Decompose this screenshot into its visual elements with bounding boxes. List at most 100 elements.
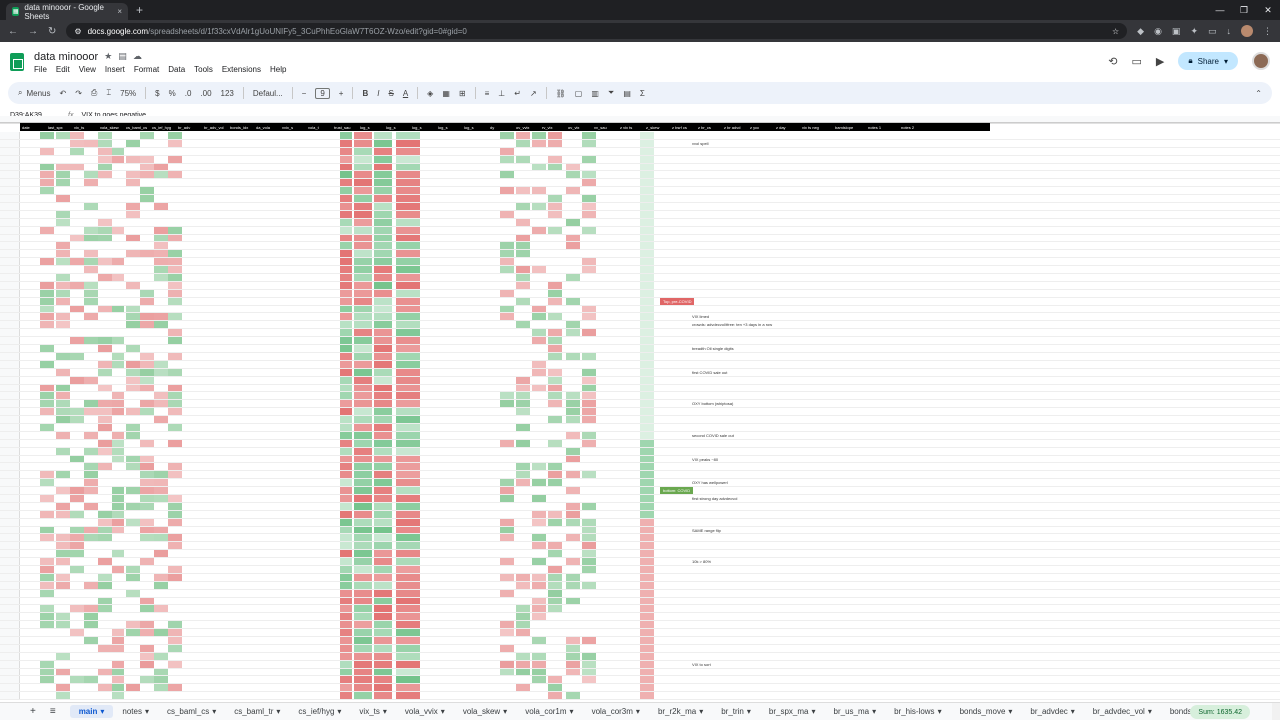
heatmap-cell[interactable] (168, 558, 182, 565)
heatmap-cell[interactable] (140, 613, 154, 620)
heatmap-cell[interactable] (98, 234, 112, 242)
row-header[interactable] (0, 684, 20, 692)
chevron-down-icon[interactable]: ▾ (635, 707, 640, 716)
heatmap-cell[interactable] (640, 266, 654, 274)
column-header-label[interactable]: br_adv (178, 124, 191, 130)
heatmap-cell[interactable] (548, 392, 562, 400)
heatmap-cell[interactable] (354, 644, 372, 652)
heatmap-cell[interactable] (340, 337, 352, 345)
heatmap-cell[interactable] (374, 234, 392, 242)
row-header[interactable] (0, 463, 20, 471)
row-header[interactable] (0, 171, 20, 179)
heatmap-cell[interactable] (70, 455, 84, 463)
heatmap-cell[interactable] (140, 542, 154, 549)
heatmap-cell[interactable] (340, 439, 352, 447)
heatmap-cell[interactable] (640, 360, 654, 368)
heatmap-cell[interactable] (340, 163, 352, 171)
heatmap-cell[interactable] (98, 282, 112, 289)
heatmap-cell[interactable] (168, 565, 182, 573)
table-row[interactable] (0, 218, 1280, 227)
heatmap-cell[interactable] (396, 329, 420, 337)
heatmap-cell[interactable] (354, 305, 372, 313)
heatmap-cell[interactable] (84, 684, 98, 691)
heatmap-cell[interactable] (640, 471, 654, 479)
heatmap-cell[interactable] (516, 503, 530, 510)
heatmap-cell[interactable] (374, 258, 392, 266)
heatmap-cell[interactable] (532, 448, 546, 455)
heatmap-cell[interactable] (112, 400, 124, 408)
heatmap-cell[interactable] (532, 156, 546, 163)
heatmap-cell[interactable] (168, 377, 182, 384)
heatmap-cell[interactable] (340, 684, 352, 692)
heatmap-cell[interactable] (374, 479, 392, 487)
heatmap-cell[interactable] (500, 289, 514, 297)
heatmap-cell[interactable] (532, 629, 546, 636)
font-size-decrease-button[interactable]: − (301, 88, 307, 98)
heatmap-cell[interactable] (140, 416, 154, 423)
heatmap-cell[interactable] (548, 692, 562, 700)
heatmap-cell[interactable] (396, 195, 420, 203)
heatmap-cell[interactable] (168, 590, 182, 597)
heatmap-cell[interactable] (84, 574, 98, 581)
heatmap-cell[interactable] (582, 352, 596, 360)
heatmap-cell[interactable] (640, 502, 654, 510)
heatmap-cell[interactable] (56, 471, 70, 479)
heatmap-cell[interactable] (354, 684, 372, 692)
heatmap-cell[interactable] (532, 321, 546, 328)
insert-comment-icon[interactable]: ▢ (574, 88, 583, 98)
heatmap-cell[interactable] (126, 645, 140, 652)
heatmap-cell[interactable] (582, 487, 596, 494)
heatmap-cell[interactable] (354, 534, 372, 542)
heatmap-cell[interactable] (354, 637, 372, 644)
heatmap-cell[interactable] (154, 637, 168, 644)
heatmap-cell[interactable] (500, 660, 514, 668)
heatmap-cell[interactable] (126, 479, 140, 486)
table-row[interactable] (0, 210, 1280, 219)
heatmap-cell[interactable] (582, 558, 596, 565)
sheet-tab-br-trin[interactable]: br_trin ▾ (712, 705, 760, 718)
table-row[interactable] (0, 637, 1280, 645)
heatmap-cell[interactable] (126, 676, 140, 683)
heatmap-cell[interactable] (168, 692, 182, 699)
heatmap-cell[interactable] (396, 250, 420, 258)
heatmap-cell[interactable] (566, 502, 580, 510)
heatmap-cell[interactable] (70, 139, 84, 147)
row-header[interactable] (0, 266, 20, 274)
heatmap-cell[interactable] (112, 329, 124, 336)
heatmap-cell[interactable] (84, 258, 98, 266)
heatmap-cell[interactable] (374, 644, 392, 652)
note-badge[interactable]: Top, pre-COVID (660, 297, 695, 305)
note-text[interactable]: crowds: advdecvol/tfree: ten +3 days in … (692, 322, 773, 328)
heatmap-cell[interactable] (168, 274, 182, 281)
heatmap-cell[interactable] (168, 234, 182, 242)
heatmap-cell[interactable] (532, 179, 546, 186)
heatmap-cell[interactable] (98, 345, 112, 352)
heatmap-cell[interactable] (84, 171, 98, 179)
heatmap-cell[interactable] (56, 652, 70, 660)
heatmap-cell[interactable] (84, 297, 98, 305)
heatmap-cell[interactable] (500, 542, 514, 549)
heatmap-cell[interactable] (566, 369, 580, 376)
heatmap-cell[interactable] (516, 203, 530, 210)
heatmap-cell[interactable] (500, 503, 514, 510)
heatmap-cell[interactable] (112, 660, 124, 668)
heatmap-cell[interactable] (84, 408, 98, 416)
row-header[interactable] (0, 400, 20, 408)
heatmap-cell[interactable] (112, 352, 124, 360)
heatmap-cell[interactable] (154, 140, 168, 147)
row-header[interactable] (0, 321, 20, 329)
heatmap-cell[interactable] (56, 274, 70, 281)
heatmap-cell[interactable] (532, 163, 546, 171)
heatmap-cell[interactable] (168, 463, 182, 471)
heatmap-cell[interactable] (548, 132, 562, 139)
heatmap-cell[interactable] (516, 234, 530, 242)
row-header[interactable] (0, 329, 20, 337)
heatmap-cell[interactable] (340, 274, 352, 281)
heatmap-cell[interactable] (516, 132, 530, 139)
document-title[interactable]: data minooor (34, 50, 99, 63)
heatmap-cell[interactable] (56, 676, 70, 683)
heatmap-cell[interactable] (374, 392, 392, 400)
heatmap-cell[interactable] (112, 582, 124, 589)
heatmap-cell[interactable] (532, 266, 546, 274)
heatmap-cell[interactable] (516, 566, 530, 573)
